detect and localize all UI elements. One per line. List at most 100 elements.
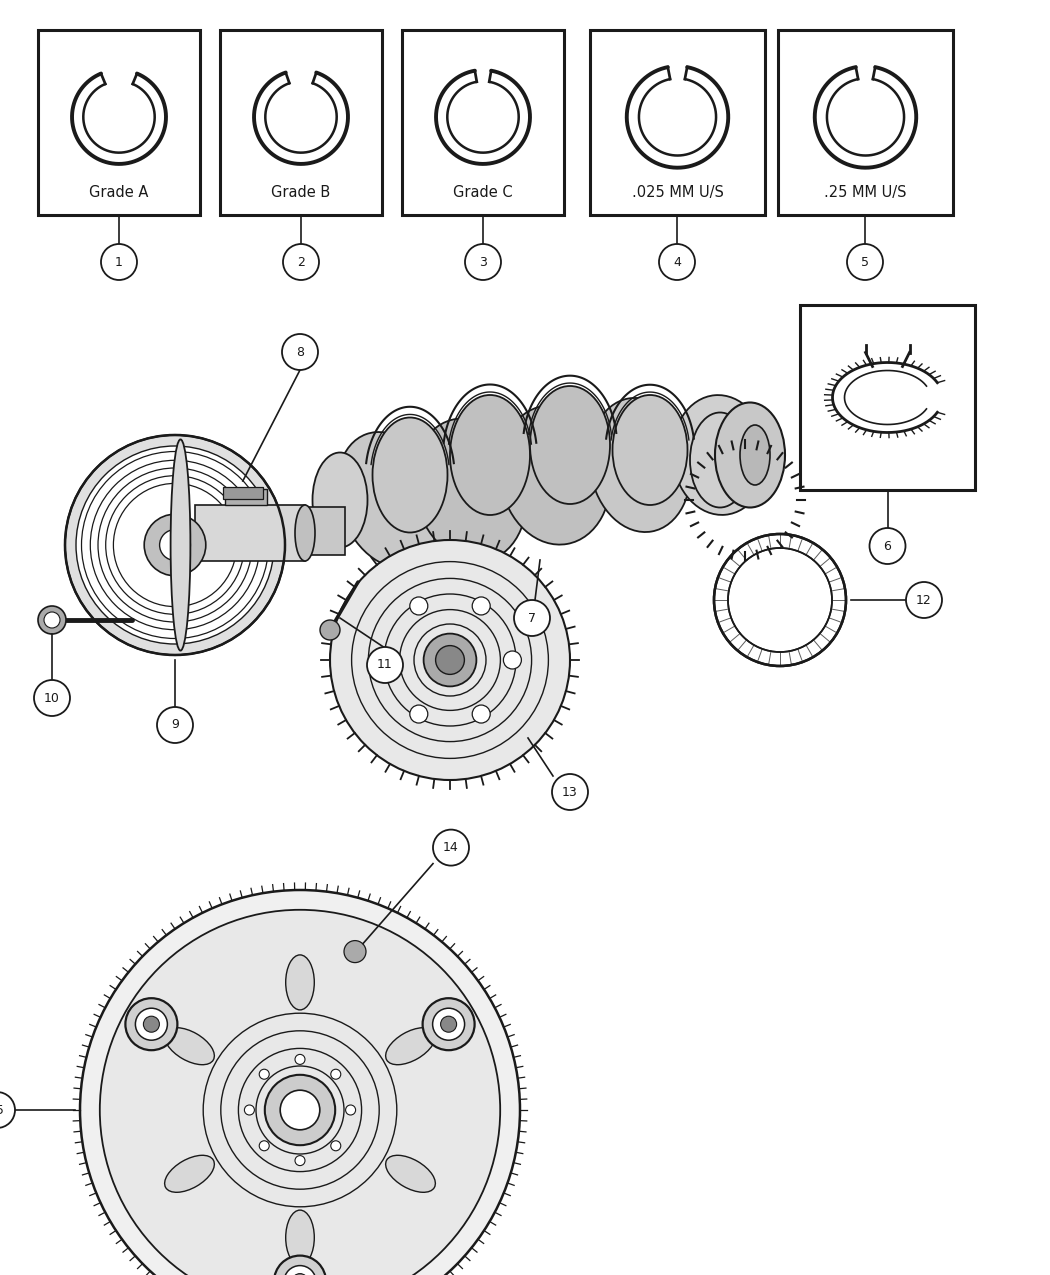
Circle shape [160, 529, 190, 561]
Text: 3: 3 [479, 255, 487, 269]
Bar [225, 490, 267, 505]
Text: 11: 11 [377, 658, 393, 672]
Circle shape [282, 334, 318, 370]
Circle shape [100, 910, 500, 1275]
Ellipse shape [450, 395, 530, 515]
Bar [402, 31, 564, 215]
Text: 4: 4 [673, 255, 681, 269]
Text: 12: 12 [916, 593, 932, 607]
Ellipse shape [500, 405, 610, 544]
Polygon shape [195, 505, 304, 561]
Circle shape [330, 541, 570, 780]
Circle shape [465, 244, 501, 280]
Circle shape [295, 1054, 304, 1065]
Ellipse shape [165, 1155, 214, 1192]
Ellipse shape [672, 395, 768, 515]
Circle shape [125, 998, 177, 1051]
Circle shape [292, 1274, 308, 1275]
Circle shape [472, 705, 490, 723]
Text: Grade C: Grade C [454, 185, 512, 200]
Ellipse shape [385, 1028, 436, 1065]
Bar [223, 487, 262, 499]
Circle shape [331, 1070, 341, 1079]
Circle shape [422, 998, 475, 1051]
Circle shape [331, 1141, 341, 1151]
Ellipse shape [170, 440, 190, 650]
Circle shape [514, 601, 550, 636]
Text: 10: 10 [44, 691, 60, 705]
Circle shape [552, 774, 588, 810]
Text: 6: 6 [883, 539, 891, 552]
Circle shape [295, 1155, 304, 1165]
Text: .025 MM U/S: .025 MM U/S [631, 185, 723, 200]
Circle shape [368, 646, 403, 683]
Circle shape [503, 652, 522, 669]
Circle shape [80, 890, 520, 1275]
Circle shape [144, 514, 206, 576]
Circle shape [135, 1009, 167, 1040]
Ellipse shape [612, 395, 688, 505]
Circle shape [433, 830, 469, 866]
Bar [590, 31, 765, 215]
Circle shape [906, 581, 942, 618]
Circle shape [320, 620, 340, 640]
Bar [800, 305, 975, 490]
Circle shape [38, 606, 66, 634]
Circle shape [410, 705, 427, 723]
Circle shape [44, 612, 60, 629]
Ellipse shape [337, 432, 443, 567]
Circle shape [34, 680, 70, 717]
Circle shape [144, 1016, 160, 1033]
Circle shape [76, 446, 274, 644]
Text: 15: 15 [0, 1103, 5, 1117]
Ellipse shape [740, 425, 770, 484]
Circle shape [869, 528, 905, 564]
Circle shape [101, 244, 136, 280]
Text: 1: 1 [116, 255, 123, 269]
Text: Grade B: Grade B [271, 185, 331, 200]
Bar [304, 507, 345, 555]
Circle shape [847, 244, 883, 280]
Ellipse shape [589, 398, 691, 532]
Ellipse shape [295, 505, 315, 561]
Ellipse shape [286, 1210, 314, 1265]
Circle shape [728, 548, 832, 652]
Circle shape [280, 1090, 320, 1130]
Ellipse shape [715, 403, 785, 507]
Circle shape [410, 597, 427, 615]
Circle shape [472, 597, 490, 615]
Ellipse shape [286, 955, 314, 1010]
Bar [778, 31, 953, 215]
Ellipse shape [165, 1028, 214, 1065]
Text: Grade A: Grade A [89, 185, 149, 200]
Circle shape [265, 1075, 335, 1145]
Text: 7: 7 [528, 612, 536, 625]
Circle shape [65, 435, 285, 655]
Circle shape [259, 1141, 269, 1151]
Circle shape [436, 645, 464, 674]
Text: 2: 2 [297, 255, 304, 269]
Circle shape [274, 1256, 326, 1275]
Text: .25 MM U/S: .25 MM U/S [824, 185, 907, 200]
Circle shape [714, 534, 846, 666]
Circle shape [245, 1105, 254, 1116]
Circle shape [284, 1266, 316, 1275]
Circle shape [345, 1105, 356, 1116]
Circle shape [0, 1091, 15, 1128]
Ellipse shape [373, 417, 447, 533]
Circle shape [441, 1016, 457, 1033]
Circle shape [344, 941, 366, 963]
Ellipse shape [313, 453, 367, 547]
Text: 8: 8 [296, 346, 304, 358]
Text: 13: 13 [562, 785, 578, 798]
Circle shape [379, 652, 397, 669]
Ellipse shape [530, 386, 610, 504]
Bar [38, 31, 200, 215]
Text: 9: 9 [171, 719, 178, 732]
Text: 14: 14 [443, 842, 459, 854]
Ellipse shape [690, 413, 750, 507]
Circle shape [659, 244, 695, 280]
Ellipse shape [414, 418, 526, 561]
Circle shape [423, 634, 477, 686]
Circle shape [158, 708, 193, 743]
